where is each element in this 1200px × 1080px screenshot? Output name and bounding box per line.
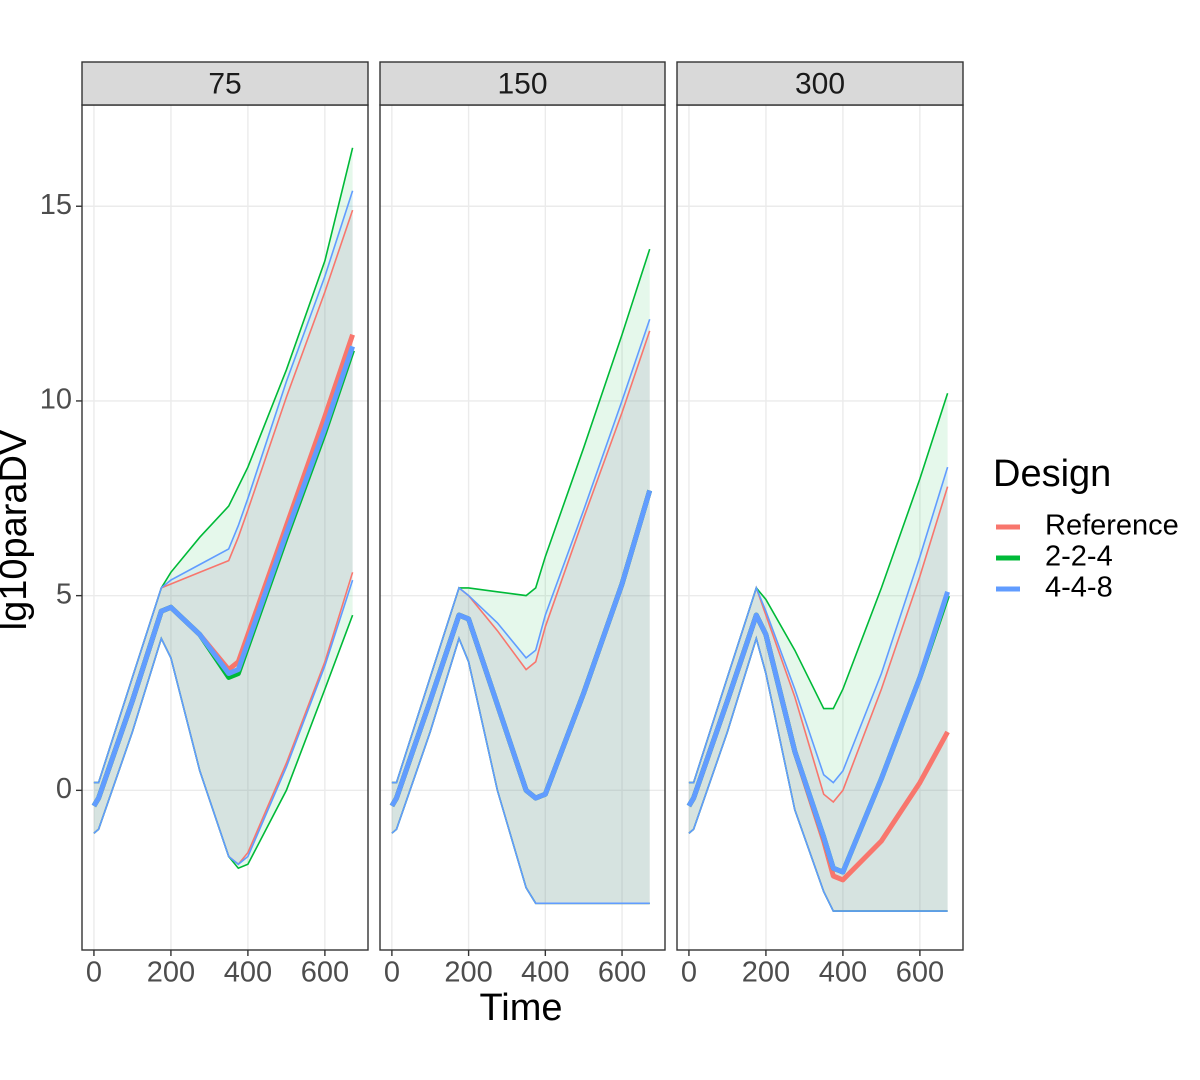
legend-title: Design: [993, 453, 1111, 495]
y-tick-label: 0: [56, 773, 72, 805]
y-axis-label: lg10paraDV: [0, 429, 35, 630]
x-tick-label: 200: [444, 957, 492, 989]
y-tick-label: 10: [40, 384, 72, 416]
facet-title: 75: [208, 67, 241, 100]
ribbon: [688, 486, 948, 912]
x-tick-label: 200: [742, 957, 790, 989]
panel-background: [380, 105, 665, 950]
x-tick-label: 600: [598, 957, 646, 989]
x-tick-label: 600: [301, 957, 349, 989]
ribbon: [688, 467, 948, 912]
legend-label: Reference: [1045, 510, 1179, 542]
ribbon: [93, 190, 353, 865]
facet-title: 300: [795, 67, 845, 100]
median-line: [389, 489, 653, 808]
y-tick-label: 15: [40, 189, 72, 221]
facet-title: 150: [497, 67, 547, 100]
legend-label: 4-4-8: [1045, 572, 1113, 604]
x-tick-label: 0: [384, 957, 400, 989]
x-tick-label: 200: [147, 957, 195, 989]
facet-strip: [676, 61, 964, 106]
ribbon-edge: [391, 636, 650, 905]
panel-background: [677, 105, 963, 950]
y-tick-label: 5: [56, 578, 72, 610]
median-line: [686, 591, 950, 875]
x-tick-label: 400: [224, 957, 272, 989]
median-line: [91, 345, 355, 808]
panel-background: [82, 105, 368, 950]
ribbon-edge: [93, 579, 354, 866]
ribbon: [688, 393, 948, 912]
ribbon-edge: [688, 466, 949, 784]
ribbon-edge: [391, 318, 651, 784]
x-tick-label: 600: [896, 957, 944, 989]
ribbon: [391, 319, 650, 904]
ribbon: [391, 330, 650, 904]
panel-marks: [389, 248, 653, 905]
panel-marks: [91, 147, 355, 870]
x-axis-label: Time: [479, 987, 562, 1029]
ribbon-edge: [688, 635, 948, 912]
ribbon: [93, 210, 353, 865]
x-tick-label: 0: [86, 957, 102, 989]
ribbon: [93, 147, 353, 869]
x-tick-label: 400: [819, 957, 867, 989]
panel-marks: [686, 392, 950, 912]
facet-strip: [379, 61, 666, 106]
facet-strip: [81, 61, 369, 106]
ribbon: [391, 249, 650, 904]
x-tick-label: 400: [521, 957, 569, 989]
legend-label: 2-2-4: [1045, 541, 1113, 573]
ribbon-edge: [93, 190, 354, 784]
x-tick-label: 0: [681, 957, 697, 989]
